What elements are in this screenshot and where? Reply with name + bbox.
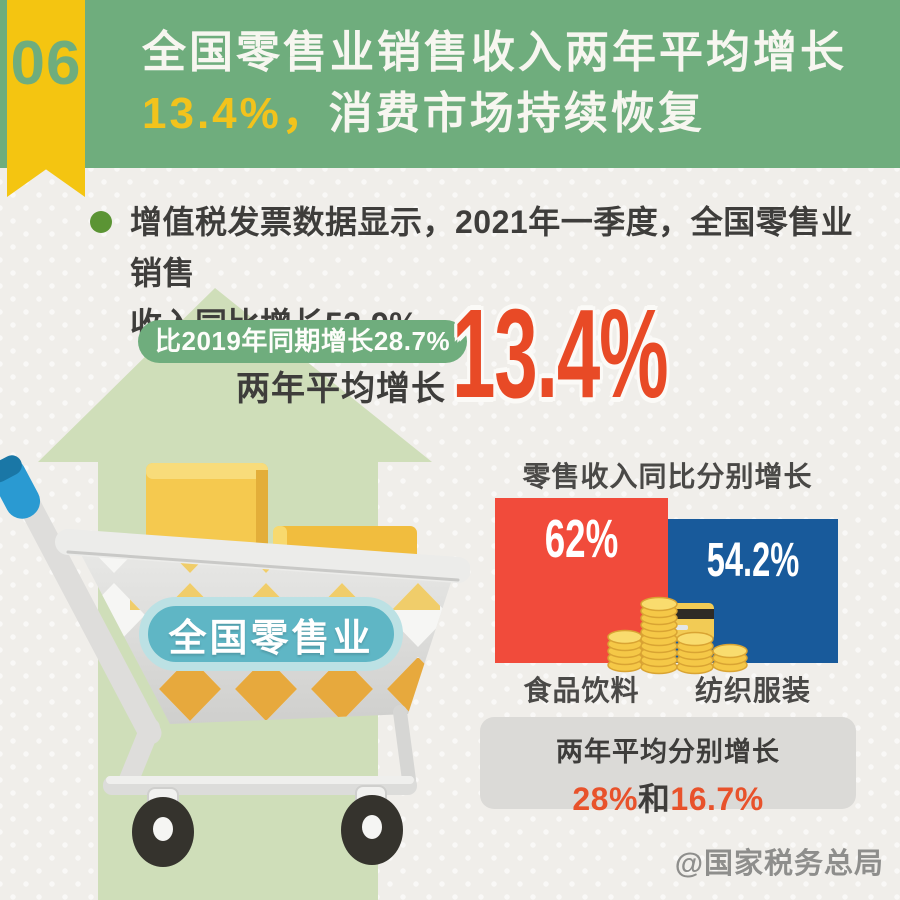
intro-line1: 增值税发票数据显示，2021年一季度，全国零售业销售	[130, 204, 854, 291]
bullet-dot-icon	[90, 211, 112, 233]
cart-wheel-right	[341, 785, 403, 865]
two-year-average-values: 28%和16.7%	[480, 774, 856, 820]
growth-big-value: 13.4%	[452, 283, 669, 424]
label-textile-apparel: 纺织服装	[694, 675, 811, 706]
cart-base-bar	[103, 776, 417, 795]
page-title-line1: 全国零售业销售收入两年平均增长	[142, 28, 847, 78]
avg-value-2: 16.7%	[670, 781, 764, 817]
section-number-ribbon: 06	[7, 0, 85, 197]
chart-category-labels: 食品饮料 纺织服装	[495, 669, 838, 709]
cart-handle-grip	[0, 455, 41, 519]
bar-textile-apparel-value: 54.2%	[706, 534, 800, 587]
growth-2019-badge: 比2019年同期增长28.7%	[138, 320, 468, 363]
bar-food-beverage-value: 62%	[544, 509, 619, 569]
header-band: 全国零售业销售收入两年平均增长 13.4%，消费市场持续恢复	[0, 0, 900, 168]
source-watermark: @国家税务总局	[674, 848, 884, 880]
coins-card-icon	[607, 596, 748, 675]
cart-handle-bar	[16, 490, 162, 745]
growth-average-label: 两年平均增长	[236, 370, 446, 408]
two-year-average-box: 两年平均分别增长 28%和16.7%	[480, 717, 856, 817]
goods-box-left	[146, 463, 268, 553]
chart-title: 零售收入同比分别增长	[522, 461, 813, 492]
two-year-average-title: 两年平均分别增长	[556, 737, 780, 767]
title-highlight-value: 13.4%，	[142, 89, 329, 138]
cart-label-pill: 全国零售业	[139, 597, 403, 671]
page-title-line2: 13.4%，消费市场持续恢复	[142, 89, 900, 140]
avg-value-1: 28%	[572, 781, 638, 817]
title-line2-rest: 消费市场持续恢复	[328, 89, 705, 138]
cart-wheel-left	[132, 787, 194, 867]
section-number: 06	[10, 29, 82, 98]
cart-label-text: 全国零售业	[168, 617, 374, 660]
label-food-beverage: 食品饮料	[523, 675, 640, 706]
avg-connector: 和	[637, 781, 671, 817]
